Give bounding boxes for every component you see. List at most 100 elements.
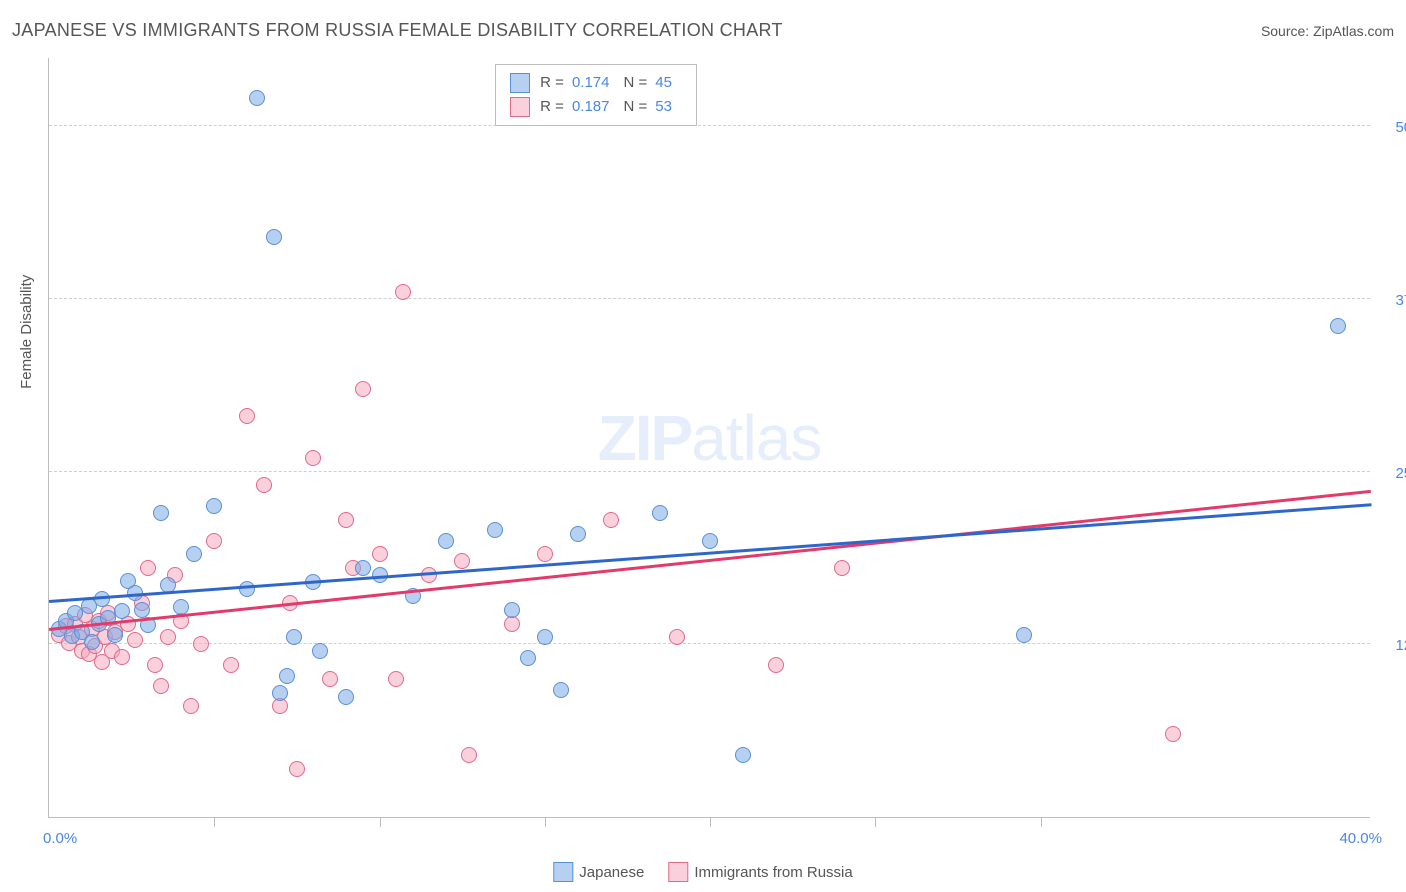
data-point-pink [256, 477, 272, 493]
data-point-blue [537, 629, 553, 645]
data-point-pink [388, 671, 404, 687]
data-point-blue [1016, 627, 1032, 643]
data-point-pink [421, 567, 437, 583]
data-point-pink [289, 761, 305, 777]
plot-area: ZIPatlas 12.5%25.0%37.5%50.0%0.0%40.0%R … [48, 58, 1370, 818]
data-point-pink [834, 560, 850, 576]
data-point-pink [669, 629, 685, 645]
data-point-blue [355, 560, 371, 576]
stats-R-label: R = [540, 95, 564, 119]
watermark-zip: ZIP [598, 402, 692, 474]
source-label: Source: ZipAtlas.com [1261, 23, 1394, 39]
y-tick-label: 12.5% [1378, 637, 1406, 654]
legend-label-russia: Immigrants from Russia [694, 864, 852, 881]
bottom-legend: Japanese Immigrants from Russia [553, 862, 852, 882]
data-point-blue [735, 747, 751, 763]
watermark: ZIPatlas [598, 401, 822, 475]
y-tick-label: 37.5% [1378, 292, 1406, 309]
swatch-pink-icon [668, 862, 688, 882]
data-point-pink [239, 408, 255, 424]
data-point-pink [603, 512, 619, 528]
x-tick [710, 817, 711, 827]
data-point-blue [84, 634, 100, 650]
data-point-blue [153, 505, 169, 521]
legend-label-japanese: Japanese [579, 864, 644, 881]
data-point-pink [127, 632, 143, 648]
data-point-pink [140, 560, 156, 576]
data-point-pink [153, 678, 169, 694]
gridline [49, 298, 1370, 299]
y-tick-label: 50.0% [1378, 119, 1406, 136]
data-point-blue [266, 229, 282, 245]
x-tick [1041, 817, 1042, 827]
y-axis-title: Female Disability [18, 275, 35, 389]
watermark-atlas: atlas [691, 402, 821, 474]
stats-R-value: 0.174 [572, 71, 610, 95]
x-tick [380, 817, 381, 827]
data-point-pink [223, 657, 239, 673]
data-point-blue [279, 668, 295, 684]
data-point-blue [570, 526, 586, 542]
data-point-blue [338, 689, 354, 705]
data-point-blue [487, 522, 503, 538]
chart-title: JAPANESE VS IMMIGRANTS FROM RUSSIA FEMAL… [12, 20, 783, 41]
data-point-pink [272, 698, 288, 714]
data-point-pink [322, 671, 338, 687]
data-point-pink [355, 381, 371, 397]
data-point-blue [702, 533, 718, 549]
data-point-pink [504, 616, 520, 632]
x-label-left: 0.0% [43, 830, 77, 847]
regression-line-blue [49, 504, 1371, 603]
data-point-pink [193, 636, 209, 652]
stats-legend: R = 0.174 N = 45 R = 0.187 N = 53 [495, 64, 697, 126]
swatch-blue-icon [510, 73, 530, 93]
data-point-pink [147, 657, 163, 673]
stats-N-label: N = [623, 71, 647, 95]
data-point-pink [183, 698, 199, 714]
data-point-blue [312, 643, 328, 659]
data-point-pink [206, 533, 222, 549]
y-tick-label: 25.0% [1378, 465, 1406, 482]
stats-legend-row-blue: R = 0.174 N = 45 [510, 71, 682, 95]
stats-legend-row-pink: R = 0.187 N = 53 [510, 95, 682, 119]
data-point-blue [134, 602, 150, 618]
data-point-pink [1165, 726, 1181, 742]
data-point-blue [239, 581, 255, 597]
data-point-pink [461, 747, 477, 763]
legend-item-japanese: Japanese [553, 862, 644, 882]
stats-N-value: 45 [655, 71, 672, 95]
data-point-pink [114, 649, 130, 665]
data-point-pink [768, 657, 784, 673]
stats-N-value: 53 [655, 95, 672, 119]
stats-R-value: 0.187 [572, 95, 610, 119]
data-point-blue [186, 546, 202, 562]
x-tick [214, 817, 215, 827]
data-point-pink [338, 512, 354, 528]
x-tick [875, 817, 876, 827]
legend-item-russia: Immigrants from Russia [668, 862, 852, 882]
data-point-blue [553, 682, 569, 698]
swatch-blue-icon [553, 862, 573, 882]
data-point-pink [160, 629, 176, 645]
data-point-pink [395, 284, 411, 300]
stats-N-label: N = [623, 95, 647, 119]
data-point-blue [504, 602, 520, 618]
stats-R-label: R = [540, 71, 564, 95]
x-label-right: 40.0% [1339, 830, 1382, 847]
data-point-blue [286, 629, 302, 645]
data-point-pink [454, 553, 470, 569]
regression-line-pink [49, 490, 1371, 631]
data-point-pink [305, 450, 321, 466]
data-point-pink [537, 546, 553, 562]
data-point-blue [272, 685, 288, 701]
data-point-blue [438, 533, 454, 549]
data-point-blue [520, 650, 536, 666]
data-point-blue [1330, 318, 1346, 334]
data-point-blue [114, 603, 130, 619]
x-tick [545, 817, 546, 827]
data-point-pink [372, 546, 388, 562]
data-point-blue [206, 498, 222, 514]
gridline [49, 643, 1370, 644]
gridline [49, 471, 1370, 472]
gridline [49, 125, 1370, 126]
